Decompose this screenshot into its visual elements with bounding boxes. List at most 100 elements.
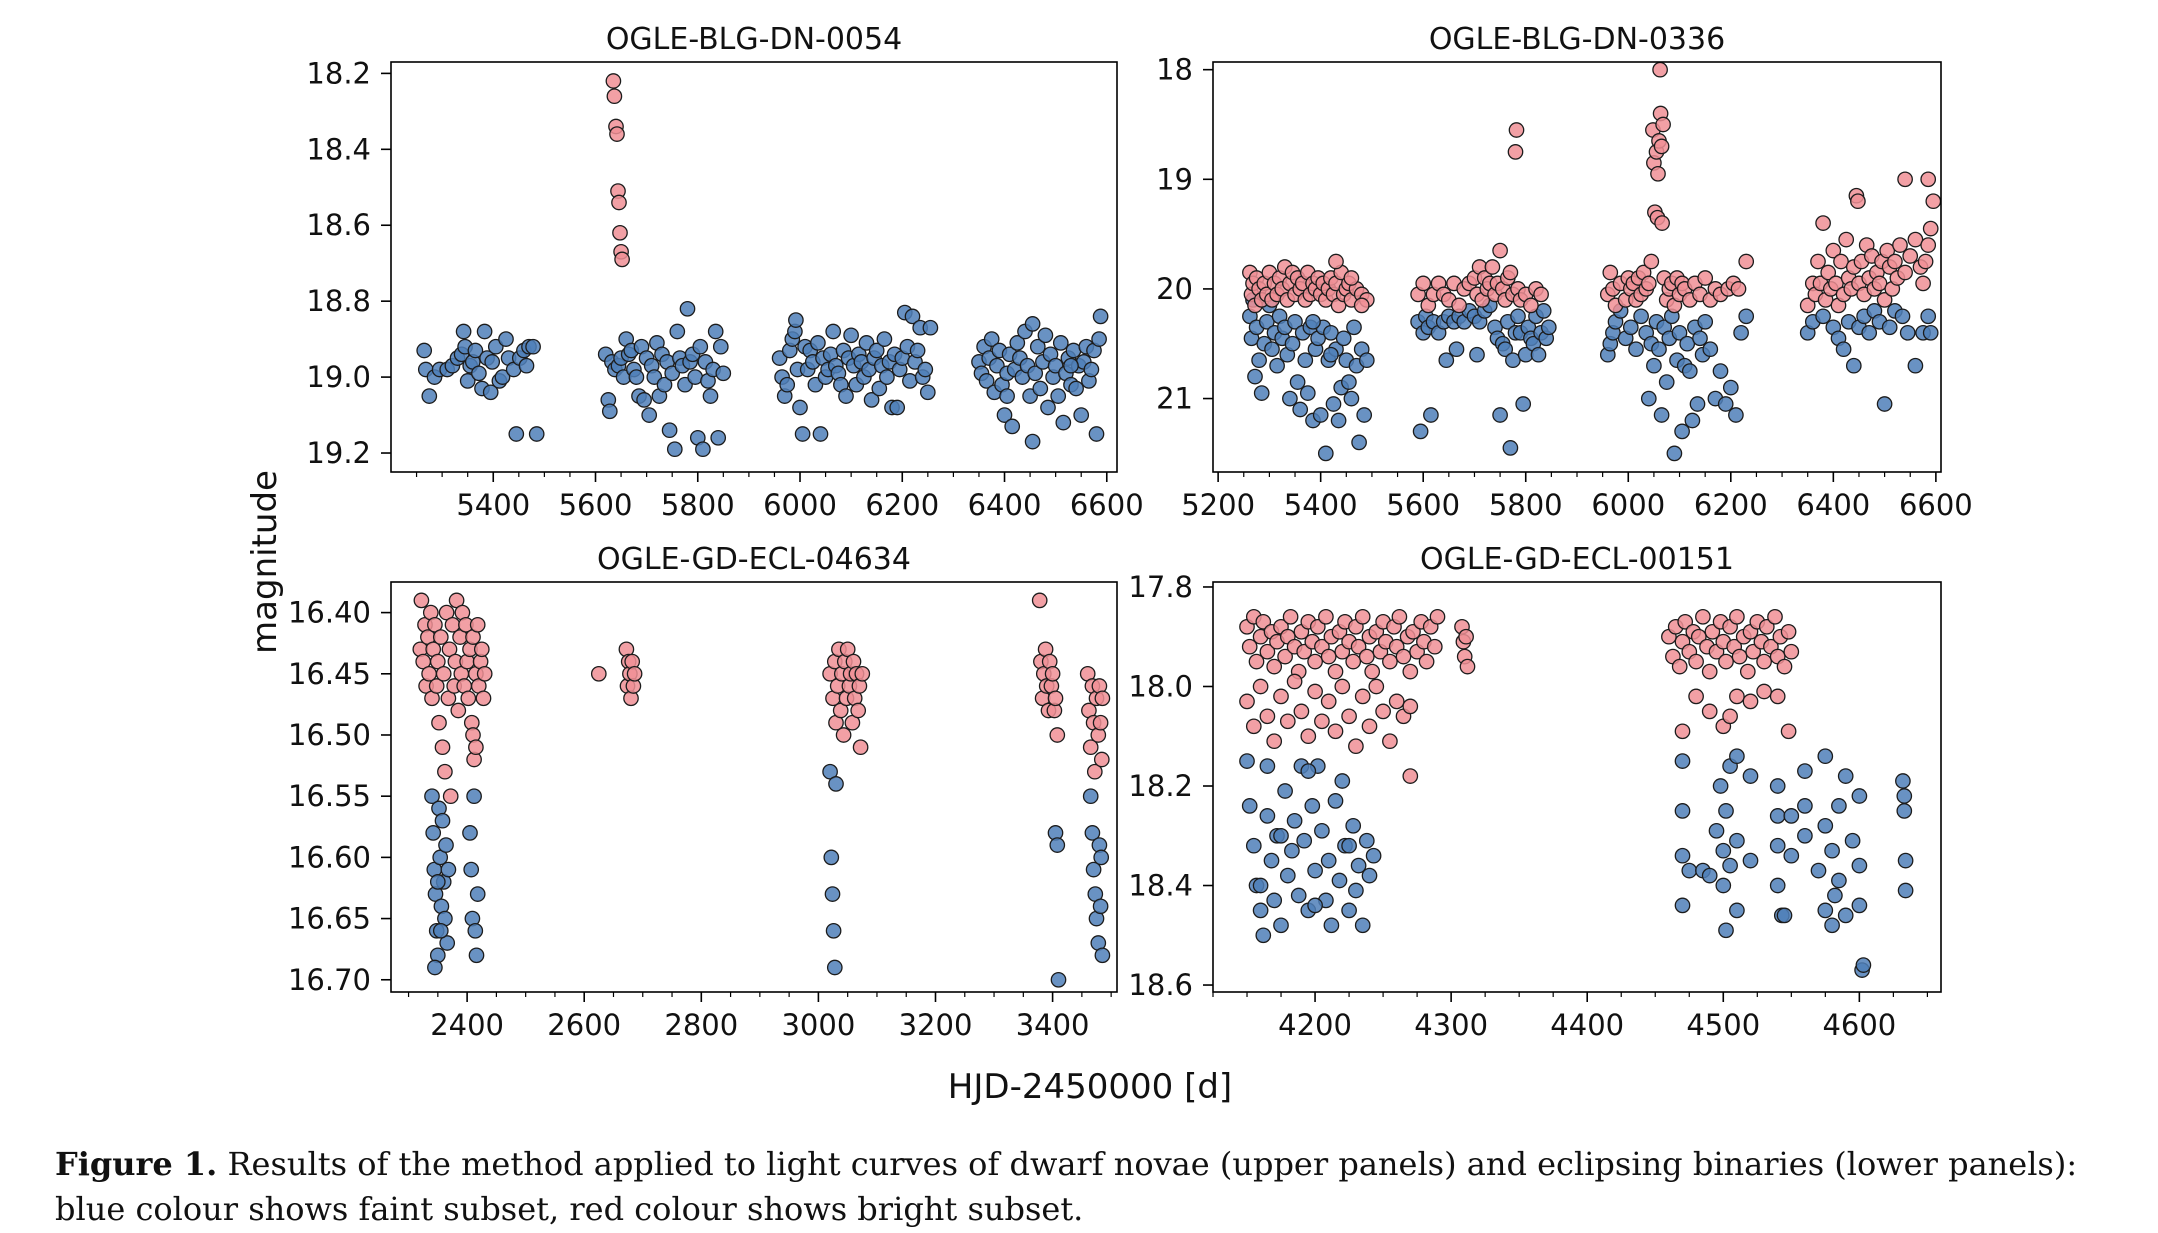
data-point-bright xyxy=(1382,733,1398,750)
data-point-faint xyxy=(1024,316,1041,332)
data-point-faint xyxy=(1899,324,1916,341)
data-point-faint xyxy=(1052,335,1069,351)
data-points xyxy=(1239,608,1914,978)
data-point-faint xyxy=(1358,832,1375,849)
data-point-faint xyxy=(421,388,438,404)
data-point-bright xyxy=(1348,738,1364,755)
data-point-bright xyxy=(1327,663,1344,680)
data-point-faint xyxy=(983,331,1000,347)
data-point-faint xyxy=(1717,396,1734,412)
data-point-faint xyxy=(999,388,1015,404)
data-point-faint xyxy=(1279,867,1296,884)
data-point-faint xyxy=(788,312,804,328)
data-point-faint xyxy=(825,323,842,340)
data-point-faint xyxy=(1361,867,1378,884)
data-point-faint xyxy=(429,874,446,890)
data-point-bright xyxy=(437,763,453,780)
data-point-faint xyxy=(1029,338,1046,355)
data-point-bright xyxy=(1850,193,1866,210)
data-point-faint xyxy=(1284,842,1300,859)
data-point-faint xyxy=(1674,423,1690,440)
data-point-bright xyxy=(1640,275,1657,292)
y-tick-label: 18.2 xyxy=(1128,769,1193,803)
data-point-faint xyxy=(1320,852,1337,869)
data-point-bright xyxy=(1328,253,1344,270)
data-point-faint xyxy=(1356,407,1373,423)
data-point-bright xyxy=(1917,253,1934,270)
x-tick-label: 3200 xyxy=(899,1008,973,1042)
data-point-bright xyxy=(1920,237,1937,253)
data-point-bright xyxy=(1756,683,1772,700)
data-points xyxy=(416,73,1109,458)
data-point-bright xyxy=(1922,220,1939,237)
data-point-bright xyxy=(1810,253,1826,270)
data-point-faint xyxy=(871,380,888,397)
data-point-faint xyxy=(1341,902,1357,919)
data-point-faint xyxy=(494,369,511,385)
data-point-faint xyxy=(1681,363,1698,379)
data-point-faint xyxy=(1269,357,1285,374)
data-point-faint xyxy=(476,323,493,340)
data-point-faint xyxy=(1084,825,1101,841)
data-point-bright xyxy=(1892,237,1908,253)
data-point-faint xyxy=(715,365,732,382)
data-point-faint xyxy=(1817,817,1834,834)
data-point-faint xyxy=(1815,308,1831,325)
data-point-faint xyxy=(1718,922,1734,939)
data-point-faint xyxy=(1729,748,1745,765)
data-point-faint xyxy=(1091,331,1107,347)
data-point-faint xyxy=(996,407,1013,423)
data-point-bright xyxy=(1523,297,1539,314)
data-point-bright xyxy=(1815,215,1831,231)
data-point-faint xyxy=(1273,917,1289,934)
data-point-faint xyxy=(1689,396,1706,412)
data-point-faint xyxy=(1093,849,1110,866)
data-point-bright xyxy=(1756,653,1772,670)
data-point-faint xyxy=(1855,957,1872,973)
y-tick-label: 20 xyxy=(1156,272,1193,306)
panel-title: OGLE-BLG-DN-0336 xyxy=(1429,22,1725,57)
data-point-faint xyxy=(904,308,921,325)
data-point-faint xyxy=(707,323,724,340)
data-point-bright xyxy=(1320,648,1337,665)
data-point-faint xyxy=(518,357,535,374)
data-point-bright xyxy=(1742,693,1759,710)
data-point-bright xyxy=(1533,286,1549,303)
data-point-faint xyxy=(1712,778,1729,794)
data-point-faint xyxy=(1728,407,1744,423)
data-point-bright xyxy=(1082,739,1099,756)
data-point-bright xyxy=(1358,648,1375,665)
data-point-faint xyxy=(434,812,451,829)
data-point-faint xyxy=(641,407,658,423)
data-point-faint xyxy=(1622,319,1639,336)
data-point-bright xyxy=(1266,658,1283,675)
x-axis-label: HJD-2450000 [d] xyxy=(948,1067,1232,1107)
data-point-bright xyxy=(428,678,445,694)
data-point-bright xyxy=(1897,171,1913,188)
data-point-faint xyxy=(1358,352,1375,369)
x-tick-label: 4400 xyxy=(1550,1008,1624,1042)
x-tick-label: 5200 xyxy=(1181,488,1255,522)
data-point-faint xyxy=(1851,897,1868,914)
data-point-faint xyxy=(1729,832,1745,849)
data-point-faint xyxy=(1305,313,1321,330)
data-point-faint xyxy=(528,426,545,442)
data-point-faint xyxy=(1354,917,1371,934)
data-point-faint xyxy=(1289,374,1306,390)
data-point-faint xyxy=(466,788,482,805)
y-tick-label: 16.55 xyxy=(288,779,371,813)
x-tick-label: 6200 xyxy=(1694,488,1768,522)
x-tick-label: 5800 xyxy=(1489,488,1563,522)
data-point-faint xyxy=(468,947,485,964)
data-point-faint xyxy=(1082,788,1099,805)
data-point-bright xyxy=(590,665,607,682)
data-point-faint xyxy=(712,338,729,355)
data-point-faint xyxy=(1881,319,1898,336)
data-point-bright xyxy=(1695,608,1711,625)
data-point-faint xyxy=(601,403,618,420)
data-point-faint xyxy=(432,922,449,939)
data-point-faint xyxy=(1797,827,1813,844)
panel-title: OGLE-GD-ECL-00151 xyxy=(1420,542,1734,577)
x-tick-label: 4500 xyxy=(1686,1008,1760,1042)
